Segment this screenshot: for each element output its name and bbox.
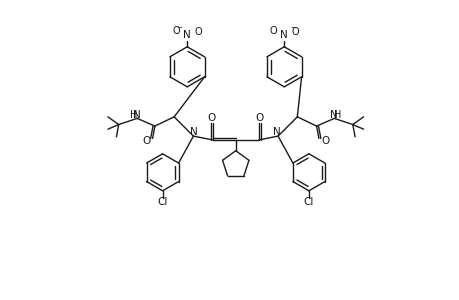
Text: O: O <box>142 136 150 146</box>
Text: −: − <box>175 25 181 31</box>
Text: N: N <box>133 110 141 120</box>
Text: N: N <box>280 30 287 40</box>
Text: N: N <box>190 127 198 137</box>
Text: O: O <box>269 26 277 36</box>
Text: −: − <box>289 25 295 31</box>
Text: H: H <box>334 110 341 120</box>
Text: O: O <box>207 112 216 123</box>
Text: N: N <box>183 30 190 40</box>
Text: Cl: Cl <box>157 197 168 207</box>
Text: Cl: Cl <box>303 197 313 207</box>
Text: O: O <box>320 136 329 146</box>
Text: O: O <box>194 27 202 37</box>
Text: H: H <box>129 110 137 120</box>
Text: O: O <box>291 27 298 37</box>
Text: N: N <box>273 127 280 137</box>
Text: O: O <box>172 26 180 36</box>
Text: O: O <box>255 112 263 123</box>
Text: N: N <box>330 110 337 120</box>
